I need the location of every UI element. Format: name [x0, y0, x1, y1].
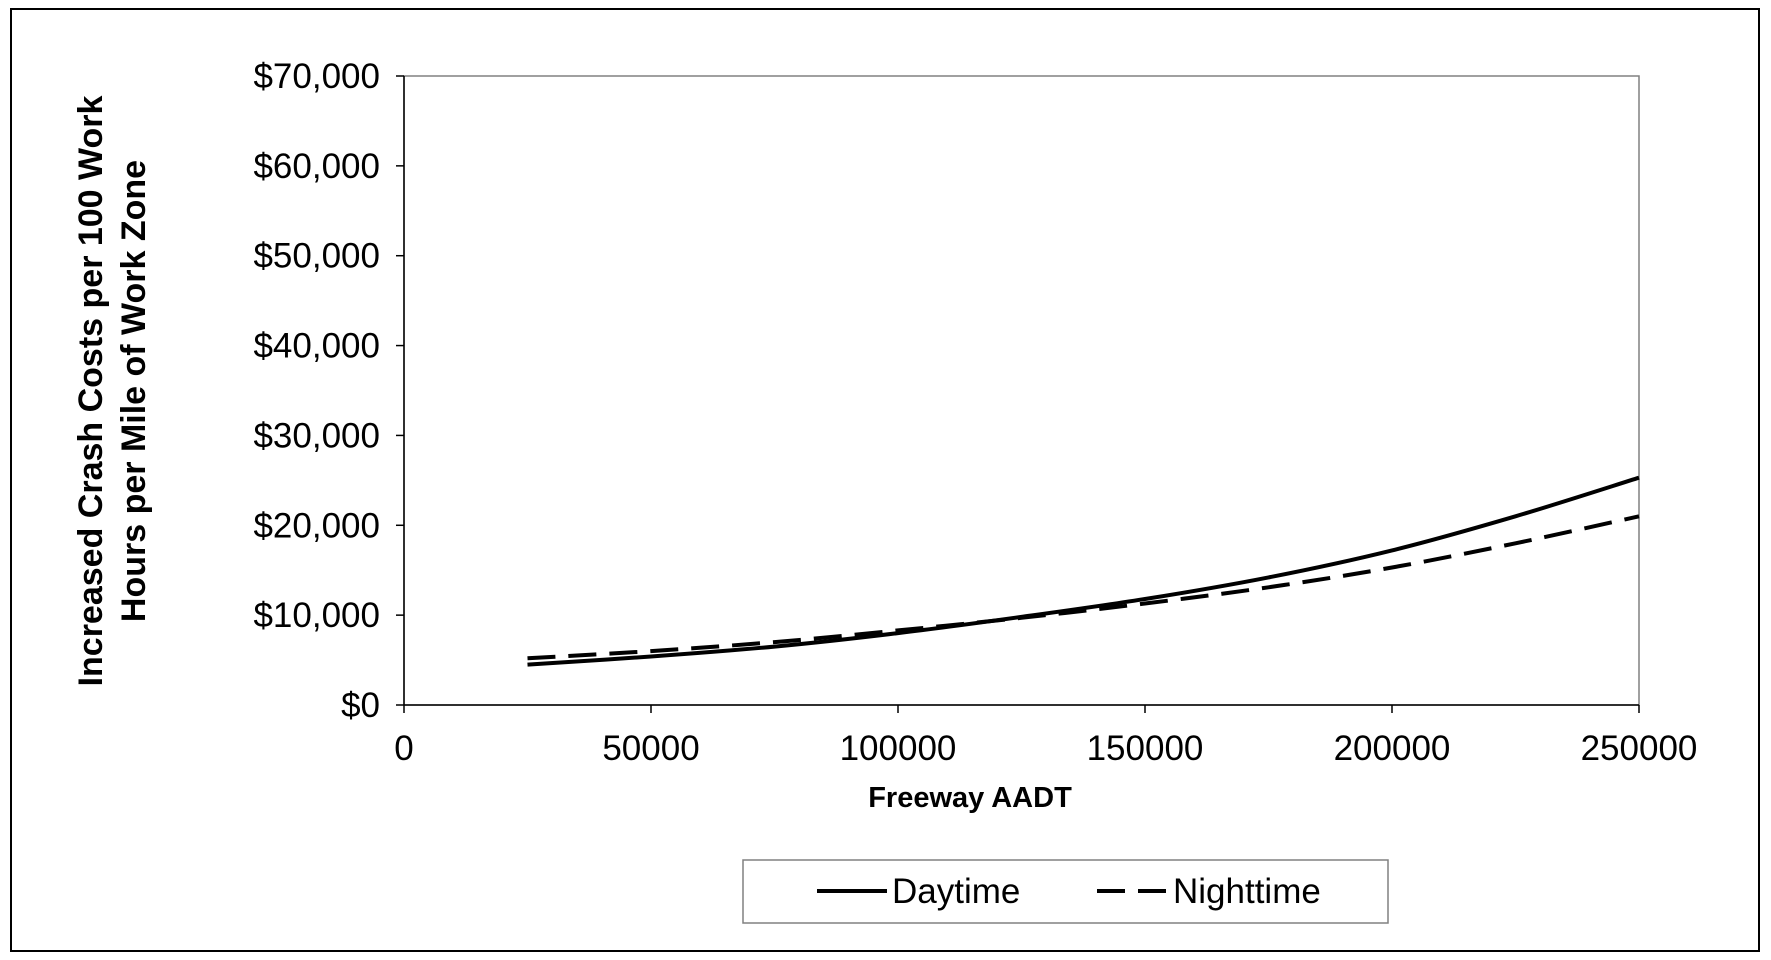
- line-chart: 0 50000 100000 150000 200000 250000 $0 $10,000…: [72, 57, 1698, 924]
- x-tick-label: 250000: [1581, 729, 1698, 768]
- y-tick-label: $10,000: [253, 596, 380, 635]
- x-axis: 0 50000 100000 150000 200000 250000: [394, 704, 1698, 768]
- y-tick-label: $30,000: [253, 416, 380, 455]
- series-lines: [527, 475, 1640, 667]
- x-tick-label: 0: [394, 729, 413, 768]
- chart-frame: 0 50000 100000 150000 200000 250000 $0 $10,000…: [10, 8, 1760, 952]
- y-axis-title-line-1: Increased Crash Costs per 100 Work: [72, 95, 110, 686]
- x-tick-label: 50000: [602, 729, 699, 768]
- x-axis-title: Freeway AADT: [868, 782, 1072, 814]
- y-tick-label: $70,000: [253, 57, 380, 96]
- series-line-nighttime: [527, 514, 1640, 661]
- x-tick-label: 100000: [840, 729, 957, 768]
- plot-area: [403, 75, 1640, 706]
- y-axis-title-line-2: Hours per Mile of Work Zone: [115, 160, 153, 622]
- y-tick-label: $0: [341, 686, 380, 725]
- y-axis: $0 $10,000 $20,000 $30,000 $40,000 $50,000 $60…: [253, 57, 405, 725]
- y-axis-title: Increased Crash Costs per 100 Work Hours…: [72, 95, 153, 686]
- y-tick-label: $20,000: [253, 506, 380, 545]
- y-tick-label: $60,000: [253, 147, 380, 186]
- legend-nighttime-label: Nighttime: [1173, 872, 1321, 911]
- x-tick-label: 200000: [1334, 729, 1451, 768]
- legend-daytime-label: Daytime: [892, 872, 1020, 911]
- y-tick-label: $40,000: [253, 327, 380, 366]
- y-tick-label: $50,000: [253, 237, 380, 276]
- series-line-daytime: [527, 475, 1640, 667]
- legend: Daytime Nighttime: [742, 859, 1389, 924]
- x-tick-label: 150000: [1087, 729, 1204, 768]
